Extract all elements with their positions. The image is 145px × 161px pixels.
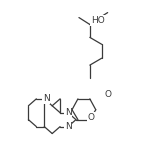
Text: N: N <box>65 122 71 131</box>
Text: O: O <box>104 90 111 99</box>
Text: N: N <box>65 108 71 117</box>
Text: HO: HO <box>91 16 105 25</box>
Text: O: O <box>87 113 94 122</box>
Text: N: N <box>43 94 50 103</box>
